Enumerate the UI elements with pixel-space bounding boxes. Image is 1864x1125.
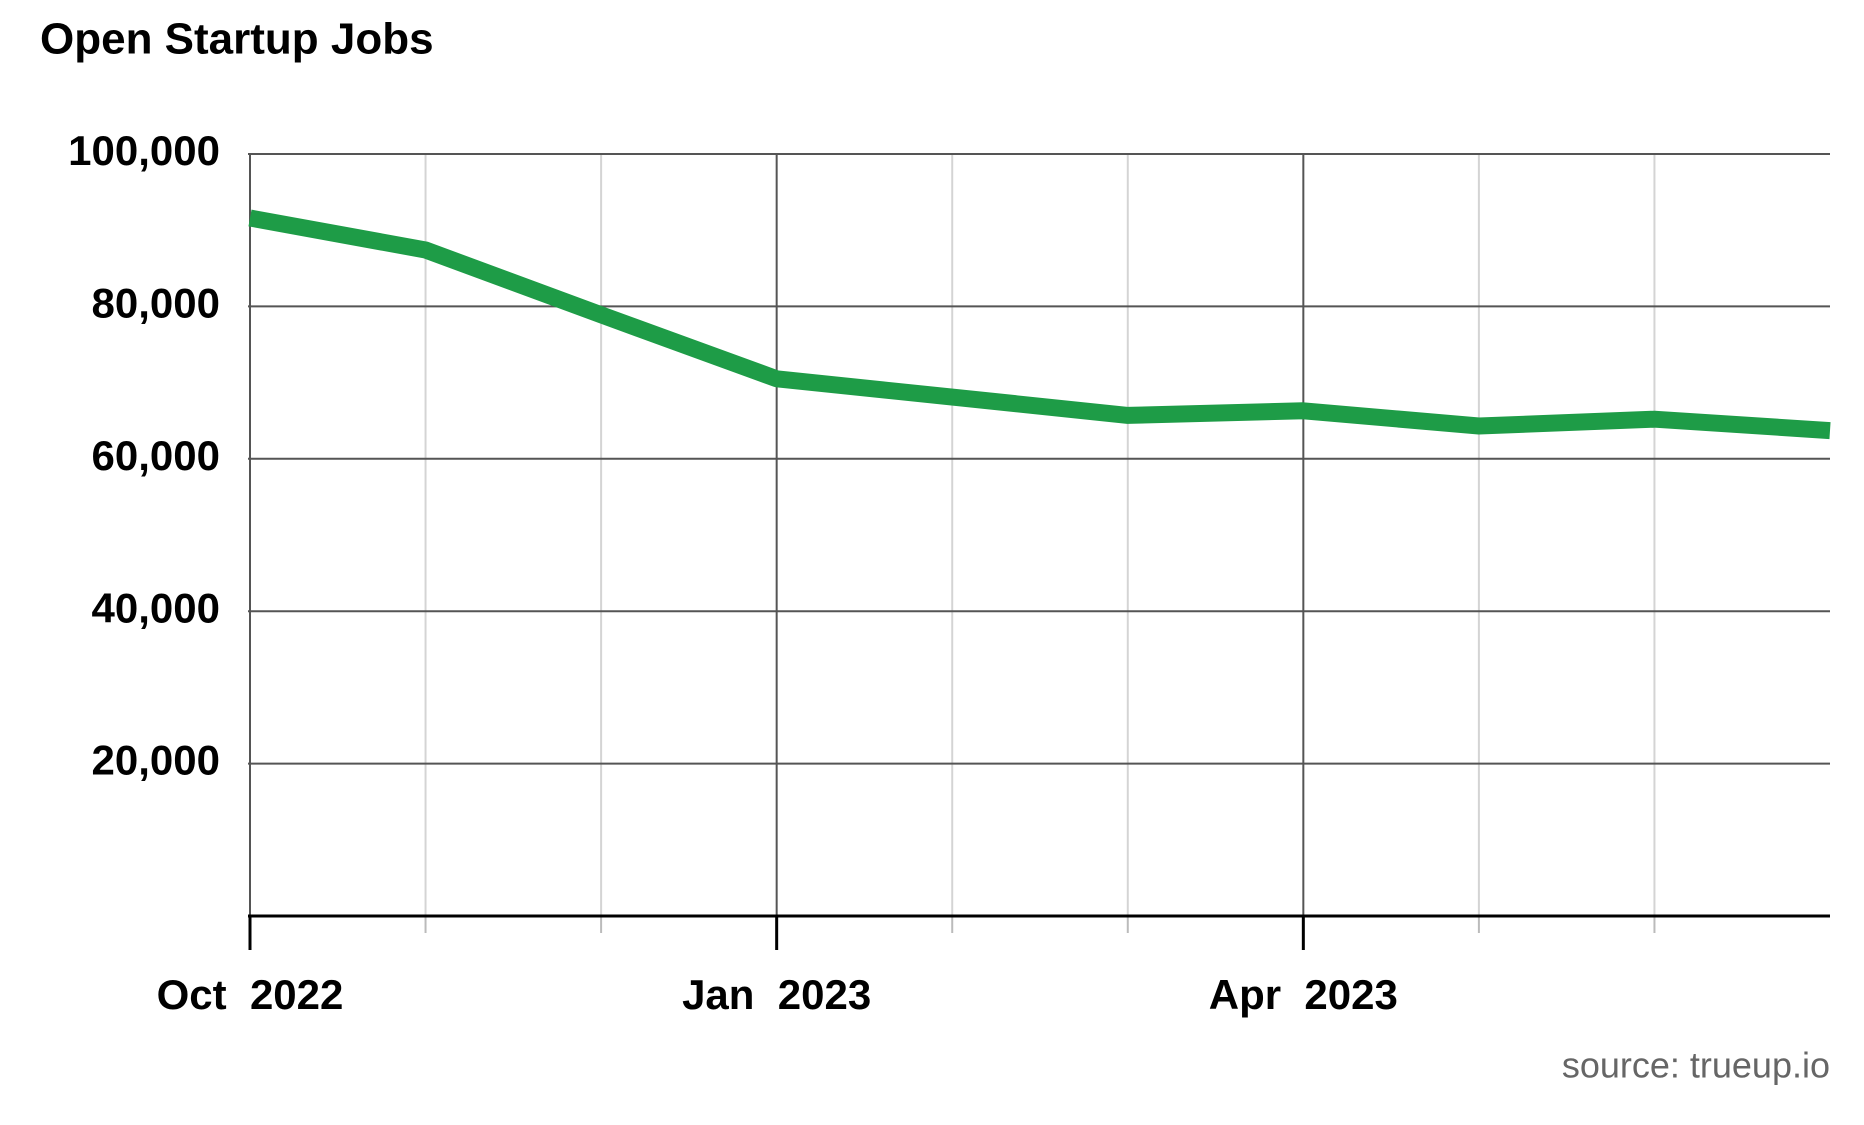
x-tick-label: Jan 2023: [682, 971, 871, 1018]
data-line: [248, 209, 1831, 440]
y-tick-label: 20,000: [92, 737, 220, 784]
y-tick-label: 80,000: [92, 279, 220, 326]
chart-title: Open Startup Jobs: [40, 15, 434, 64]
y-tick-label: 100,000: [68, 127, 220, 174]
source-note: source: trueup.io: [1562, 1045, 1830, 1086]
x-tick-label: Apr 2023: [1209, 971, 1398, 1018]
y-tick-label: 60,000: [92, 432, 220, 479]
y-tick-label: 40,000: [92, 584, 220, 631]
x-tick-label: Oct 2022: [157, 971, 344, 1018]
